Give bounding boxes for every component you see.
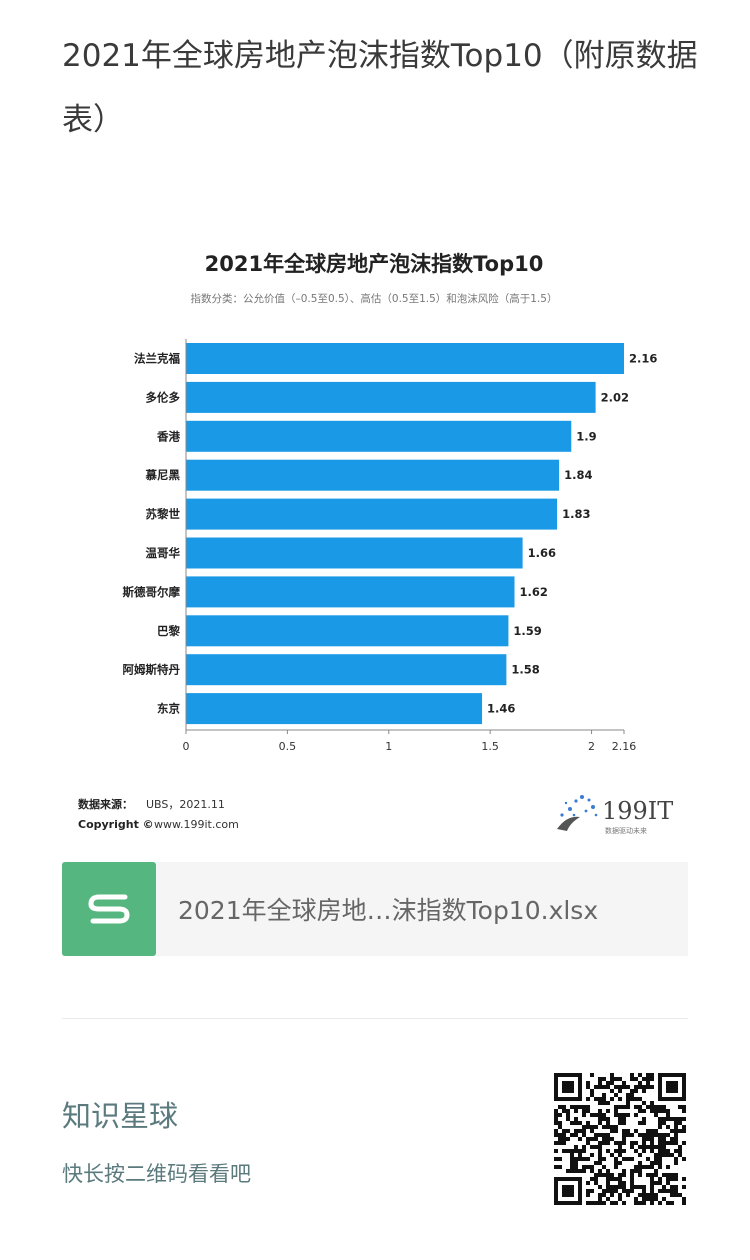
source-label: 数据来源：: [78, 797, 133, 811]
value-label: 1.59: [513, 624, 541, 638]
bar: [186, 576, 515, 608]
category-label: 阿姆斯特丹: [123, 663, 181, 677]
bar: [186, 693, 483, 725]
copyright-label: Copyright ©: [78, 818, 154, 831]
value-label: 1.62: [520, 585, 548, 599]
x-tick-label: 1: [385, 740, 392, 753]
chart-title: 2021年全球房地产泡沫指数Top10: [205, 252, 544, 276]
logo-text: 199IT: [602, 797, 673, 825]
logo-199it: 199IT 数据驱动未来: [557, 795, 673, 835]
category-label: 斯德哥尔摩: [123, 585, 181, 599]
bar: [186, 654, 507, 686]
x-tick-label: 2: [588, 740, 595, 753]
x-tick-label: 0.5: [279, 740, 297, 753]
bar-chart: 2021年全球房地产泡沫指数Top10 指数分类：公允价值（–0.5至0.5）、…: [78, 252, 673, 835]
footer-subtitle: 快长按二维码看看吧: [62, 1162, 251, 1186]
category-label: 慕尼黑: [145, 468, 181, 482]
value-label: 2.16: [629, 352, 657, 366]
attachment-file-name: 2021年全球房地…沫指数Top10.xlsx: [178, 896, 599, 925]
bar: [186, 420, 572, 452]
value-label: 1.66: [528, 546, 556, 560]
x-tick-label: 2.16: [612, 740, 637, 753]
value-label: 1.58: [511, 663, 539, 677]
qr-code-icon[interactable]: [554, 1073, 686, 1205]
category-label: 香港: [156, 429, 180, 443]
value-label: 1.84: [564, 468, 592, 482]
chart-subtitle: 指数分类：公允价值（–0.5至0.5）、高估（0.5至1.5）和泡沫风险（高于1…: [191, 292, 558, 305]
bar: [186, 459, 560, 491]
divider: [62, 1018, 688, 1019]
bar: [186, 343, 624, 374]
page-title: 2021年全球房地产泡沫指数Top10（附原数据表）: [62, 38, 698, 138]
bar: [186, 498, 558, 530]
x-tick-label: 0: [183, 740, 190, 753]
bar: [186, 615, 509, 647]
copyright-text: www.199it.com: [154, 818, 239, 831]
x-tick-label: 1.5: [481, 740, 499, 753]
dandelion-icon: [557, 795, 598, 831]
value-label: 2.02: [601, 390, 629, 404]
source-text: UBS，2021.11: [146, 798, 225, 811]
logo-tagline: 数据驱动未来: [605, 826, 647, 835]
category-label: 苏黎世: [146, 507, 181, 521]
category-label: 巴黎: [157, 624, 180, 638]
bar: [186, 537, 523, 569]
category-label: 法兰克福: [134, 352, 180, 366]
footer-title: 知识星球: [62, 1099, 179, 1133]
chart-image: 2021年全球房地产泡沫指数Top10 指数分类：公允价值（–0.5至0.5）、…: [62, 225, 690, 840]
value-label: 1.9: [576, 429, 596, 443]
value-label: 1.83: [562, 507, 590, 521]
category-label: 多伦多: [146, 390, 181, 404]
value-label: 1.46: [487, 702, 515, 716]
spreadsheet-s-icon: [62, 862, 156, 956]
attachment-file-card[interactable]: 2021年全球房地…沫指数Top10.xlsx: [62, 862, 688, 956]
category-label: 温哥华: [146, 546, 181, 560]
bar: [186, 381, 596, 413]
category-label: 东京: [157, 702, 180, 716]
